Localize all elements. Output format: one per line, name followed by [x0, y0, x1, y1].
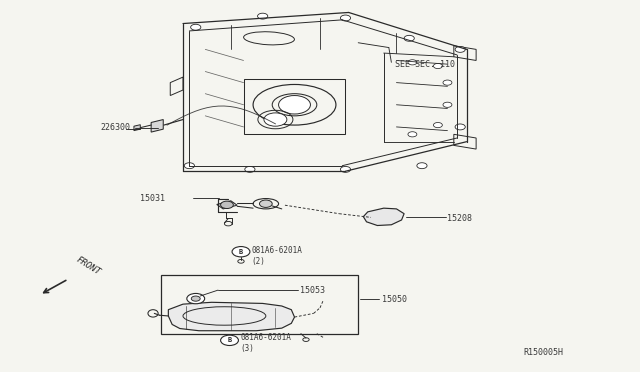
Circle shape — [191, 296, 200, 301]
Text: 081A6-6201A
(2): 081A6-6201A (2) — [251, 247, 302, 266]
Circle shape — [433, 122, 442, 128]
Polygon shape — [134, 125, 140, 131]
Circle shape — [408, 132, 417, 137]
Text: 15053: 15053 — [300, 286, 324, 295]
Circle shape — [221, 335, 239, 346]
Circle shape — [433, 63, 442, 68]
Circle shape — [443, 102, 452, 108]
Polygon shape — [364, 208, 404, 225]
Text: 15050: 15050 — [382, 295, 407, 304]
Circle shape — [455, 124, 465, 130]
Circle shape — [245, 166, 255, 172]
Circle shape — [278, 96, 310, 114]
Text: B: B — [239, 249, 243, 255]
Text: 226300: 226300 — [100, 123, 130, 132]
Circle shape — [443, 80, 452, 85]
Circle shape — [417, 163, 427, 169]
Text: 15208: 15208 — [447, 214, 472, 222]
Polygon shape — [151, 119, 163, 132]
Text: B: B — [227, 337, 232, 343]
Text: R150005H: R150005H — [524, 347, 563, 357]
Circle shape — [404, 35, 414, 41]
Circle shape — [187, 294, 205, 304]
Circle shape — [257, 13, 268, 19]
Text: 15031: 15031 — [140, 194, 165, 203]
Bar — [161, 275, 358, 334]
Circle shape — [232, 247, 250, 257]
Circle shape — [408, 60, 417, 65]
Circle shape — [191, 24, 201, 30]
Circle shape — [221, 201, 234, 209]
Circle shape — [455, 46, 465, 52]
Circle shape — [340, 166, 351, 172]
Text: 081A6-6201A
(3): 081A6-6201A (3) — [241, 333, 291, 353]
Text: SEE SEC. 110: SEE SEC. 110 — [395, 60, 455, 69]
Polygon shape — [217, 201, 237, 209]
Polygon shape — [168, 302, 294, 331]
Circle shape — [340, 15, 351, 21]
Circle shape — [264, 113, 287, 126]
Circle shape — [259, 200, 272, 208]
Circle shape — [184, 163, 195, 169]
Text: FRONT: FRONT — [75, 254, 102, 276]
